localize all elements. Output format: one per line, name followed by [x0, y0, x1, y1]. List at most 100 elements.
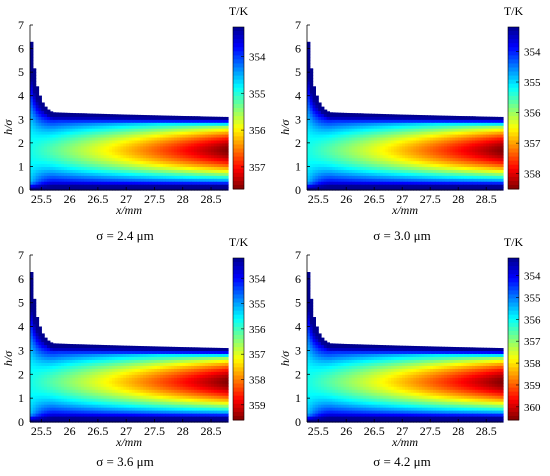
- heatmap-cell: [49, 184, 54, 188]
- heatmap-cell: [321, 172, 325, 176]
- heatmap-cell: [49, 410, 54, 414]
- heatmap-cell: [500, 134, 504, 138]
- heatmap-cell: [500, 181, 504, 185]
- heatmap-cell: [126, 356, 130, 360]
- heatmap-cell: [61, 353, 65, 357]
- heatmap-cell: [165, 181, 170, 185]
- heatmap-cell: [63, 383, 68, 387]
- heatmap-cell: [35, 169, 40, 173]
- heatmap-cell: [165, 128, 170, 132]
- heatmap-cell: [95, 145, 99, 150]
- heatmap-cell: [143, 145, 147, 150]
- heatmap-cell: [177, 119, 181, 123]
- colorbar-segment: [508, 63, 519, 68]
- heatmap-cell: [32, 131, 37, 135]
- heatmap-cell: [219, 142, 223, 147]
- heatmap-cell: [416, 163, 420, 168]
- heatmap-cell: [117, 145, 122, 150]
- heatmap-cell: [137, 134, 141, 138]
- colorbar-tick-label: 358: [524, 169, 541, 181]
- heatmap-cell: [80, 184, 85, 188]
- heatmap-cell: [363, 163, 367, 168]
- heatmap-cell: [32, 298, 37, 301]
- heatmap-cell: [55, 157, 59, 162]
- heatmap-cell: [162, 134, 167, 138]
- heatmap-cell: [75, 142, 79, 147]
- heatmap-cell: [41, 344, 45, 349]
- heatmap-cell: [357, 131, 361, 135]
- heatmap-cell: [225, 136, 229, 141]
- heatmap-cell: [388, 157, 392, 162]
- heatmap-cell: [75, 113, 79, 114]
- heatmap-cell: [500, 172, 504, 176]
- heatmap-cell: [69, 163, 74, 168]
- heatmap-cell: [61, 119, 65, 123]
- heatmap-cell: [455, 160, 459, 165]
- heatmap-cell: [117, 371, 122, 375]
- heatmap-cell: [30, 287, 34, 292]
- heatmap-cell: [143, 119, 147, 123]
- heatmap-cell: [335, 131, 339, 135]
- heatmap-cell: [129, 169, 133, 173]
- heatmap-cell: [388, 128, 392, 132]
- heatmap-cell: [194, 119, 198, 123]
- colorbar-segment: [233, 108, 244, 113]
- heatmap-cell: [219, 125, 223, 129]
- heatmap-cell: [497, 187, 501, 191]
- heatmap-cell: [30, 166, 34, 170]
- heatmap-cell: [480, 157, 484, 162]
- heatmap-cell: [185, 122, 189, 126]
- heatmap-cell: [435, 142, 440, 147]
- heatmap-cell: [69, 172, 74, 176]
- heatmap-cell: [500, 166, 504, 170]
- heatmap-cell: [430, 175, 434, 179]
- heatmap-cell: [32, 413, 37, 417]
- heatmap-cell: [49, 419, 54, 423]
- heatmap-cell: [494, 122, 498, 126]
- colorbar-segment: [508, 160, 519, 166]
- heatmap-cell: [427, 160, 431, 165]
- heatmap-cell: [97, 404, 102, 408]
- heatmap-cell: [444, 125, 448, 129]
- heatmap-cell: [30, 89, 34, 94]
- heatmap-cell: [131, 389, 136, 393]
- heatmap-cell: [323, 169, 328, 173]
- heatmap-cell: [191, 136, 195, 141]
- heatmap-cell: [103, 151, 107, 156]
- heatmap-cell: [109, 345, 113, 349]
- heatmap-cell: [388, 131, 392, 135]
- heatmap-cell: [117, 359, 122, 363]
- heatmap-cell: [365, 169, 370, 173]
- heatmap-cell: [117, 128, 122, 132]
- heatmap-cell: [337, 142, 342, 147]
- heatmap-cell: [80, 380, 85, 384]
- heatmap-cell: [61, 122, 65, 126]
- heatmap-cell: [35, 317, 40, 319]
- heatmap-cell: [97, 119, 102, 123]
- heatmap-cell: [52, 374, 57, 378]
- heatmap-cell: [165, 131, 170, 135]
- heatmap-cell: [44, 359, 48, 363]
- heatmap-cell: [351, 154, 356, 159]
- heatmap-cell: [360, 113, 364, 114]
- heatmap-cell: [151, 136, 156, 141]
- heatmap-cell: [52, 386, 57, 390]
- heatmap-cell: [112, 362, 116, 366]
- heatmap-cell: [447, 148, 451, 153]
- heatmap-cell: [80, 113, 85, 114]
- heatmap-cell: [174, 181, 178, 185]
- heatmap-cell: [168, 119, 173, 123]
- heatmap-cell: [165, 134, 170, 138]
- heatmap-cell: [89, 166, 93, 170]
- heatmap-cell: [486, 128, 490, 132]
- heatmap-cell: [114, 365, 119, 369]
- heatmap-cell: [75, 353, 79, 357]
- heatmap-cell: [309, 69, 314, 73]
- colorbar-tick-label: 356: [249, 125, 266, 137]
- heatmap-cell: [410, 131, 414, 135]
- heatmap-cell: [69, 160, 74, 165]
- heatmap-cell: [179, 115, 184, 117]
- heatmap-cell: [368, 131, 372, 135]
- heatmap-cell: [44, 163, 48, 168]
- colorbar-segment: [233, 128, 244, 133]
